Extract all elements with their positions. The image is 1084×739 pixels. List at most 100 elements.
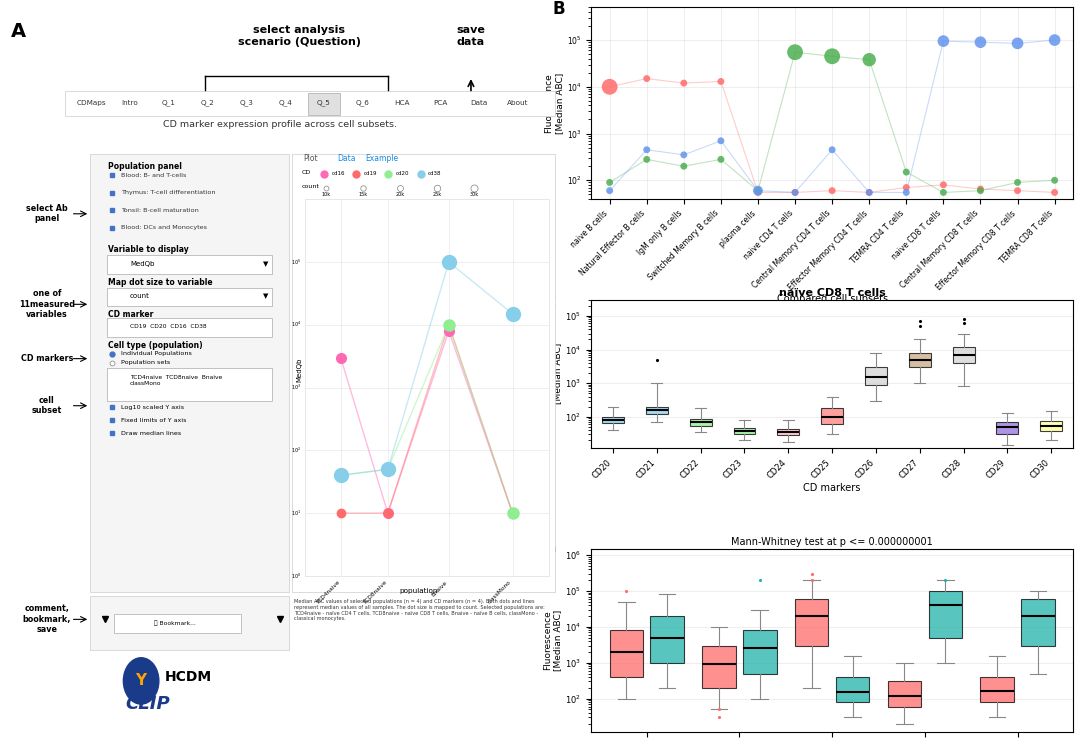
PathPatch shape [1041,421,1062,431]
FancyBboxPatch shape [65,92,555,116]
Text: Q_2: Q_2 [201,100,215,106]
X-axis label: CD markers: CD markers [803,483,861,493]
Text: select Ab
panel: select Ab panel [26,204,67,223]
Text: classMono: classMono [487,579,513,605]
X-axis label: Compared cell subsets: Compared cell subsets [776,294,888,304]
Text: Median ABC values of selected populations (n = 4) and CD markers (n = 4). Both d: Median ABC values of selected population… [294,599,544,621]
Text: comment,
bookmark,
save: comment, bookmark, save [23,605,72,634]
Point [1046,34,1063,46]
Title: naïve CD8 T cells: naïve CD8 T cells [778,287,886,298]
Text: Fixed limits of Y axis: Fixed limits of Y axis [120,418,186,423]
Text: population: population [399,588,438,594]
Point [601,177,618,188]
PathPatch shape [744,630,776,673]
Text: one of
11measured
variables: one of 11measured variables [18,290,75,319]
Point [601,185,618,197]
Text: CDMaps: CDMaps [76,100,106,106]
Text: ▼: ▼ [263,261,269,267]
Text: cd20: cd20 [396,171,409,177]
Text: Q_6: Q_6 [356,100,370,106]
Point [861,186,878,198]
Point [638,154,656,166]
Text: Data: Data [470,100,488,106]
Text: count: count [130,293,150,299]
FancyBboxPatch shape [114,614,241,633]
Text: Thymus: T-cell differentiation: Thymus: T-cell differentiation [120,190,215,195]
Text: CLIP: CLIP [126,695,170,713]
Text: select analysis
scenario (Question): select analysis scenario (Question) [237,25,361,47]
Point [971,185,989,197]
Y-axis label: Fluorescence
[Median ABC]: Fluorescence [Median ABC] [543,610,563,671]
Point [898,182,915,194]
Text: Data: Data [337,154,356,163]
Point [786,186,803,198]
PathPatch shape [929,591,962,638]
Text: 15k: 15k [359,191,367,197]
Text: cell
subset: cell subset [31,396,62,415]
Point [1009,38,1027,50]
Text: TCD8naive: TCD8naive [362,579,388,605]
Text: $10^{2}\!$: $10^{2}\!$ [292,446,301,455]
Point [934,186,952,198]
Point [971,183,989,195]
Point [712,154,730,166]
Point [675,160,693,172]
FancyBboxPatch shape [305,200,549,576]
Point [1009,185,1027,197]
PathPatch shape [953,347,975,363]
Text: MedQb: MedQb [296,358,302,381]
FancyBboxPatch shape [106,368,272,401]
Text: 20k: 20k [396,191,404,197]
Text: Population sets: Population sets [120,361,170,366]
PathPatch shape [689,419,711,426]
Text: Example: Example [365,154,399,163]
Text: Individual Populations: Individual Populations [120,351,192,356]
Text: Variable to display: Variable to display [107,245,189,254]
Point [675,77,693,89]
Point [675,149,693,161]
PathPatch shape [734,428,756,435]
Y-axis label: Fluorescence
[Median ABC]: Fluorescence [Median ABC] [543,343,563,404]
Text: 10k: 10k [321,191,331,197]
Point [786,186,803,198]
Text: D: D [543,542,557,559]
Text: A: A [11,22,26,41]
Text: $10^{1}\!$: $10^{1}\!$ [292,508,301,518]
Point [898,186,915,198]
Circle shape [124,658,159,704]
Point [749,185,766,197]
Text: 30k: 30k [469,191,479,197]
Point [1046,186,1063,198]
Point [898,166,915,178]
Text: Intro: Intro [121,100,139,106]
PathPatch shape [836,677,869,702]
PathPatch shape [646,407,668,414]
PathPatch shape [980,677,1014,702]
Text: Y: Y [136,673,146,689]
Text: cd19: cd19 [363,171,377,177]
PathPatch shape [888,681,921,706]
Text: $10^{5}\!$: $10^{5}\!$ [292,257,301,267]
Point [712,135,730,147]
Text: Bnaive: Bnaive [431,579,449,597]
FancyBboxPatch shape [90,596,289,650]
Text: Q_5: Q_5 [318,100,331,106]
Text: count: count [301,185,320,189]
Text: $10^{4}\!$: $10^{4}\!$ [292,320,301,330]
Text: ▼: ▼ [263,293,269,299]
Point [934,35,952,47]
PathPatch shape [650,616,684,663]
Text: cd16: cd16 [332,171,345,177]
FancyBboxPatch shape [106,318,272,337]
Text: CD marker expression profile across cell subsets.: CD marker expression profile across cell… [164,120,398,129]
FancyBboxPatch shape [308,93,340,115]
Point [1009,177,1027,188]
Title: Mann-Whitney test at p <= 0.000000001: Mann-Whitney test at p <= 0.000000001 [732,537,933,547]
Text: CD19  CD20  CD16  CD38: CD19 CD20 CD16 CD38 [130,324,207,330]
Text: Q_1: Q_1 [162,100,176,106]
Point [749,185,766,197]
Text: $10^{0}\!$: $10^{0}\!$ [292,571,301,581]
Text: TCD4naive  TCD8naive  Bnaive
classMono: TCD4naive TCD8naive Bnaive classMono [130,375,222,386]
Text: MedQb: MedQb [130,261,154,267]
Text: save
data: save data [456,25,486,47]
